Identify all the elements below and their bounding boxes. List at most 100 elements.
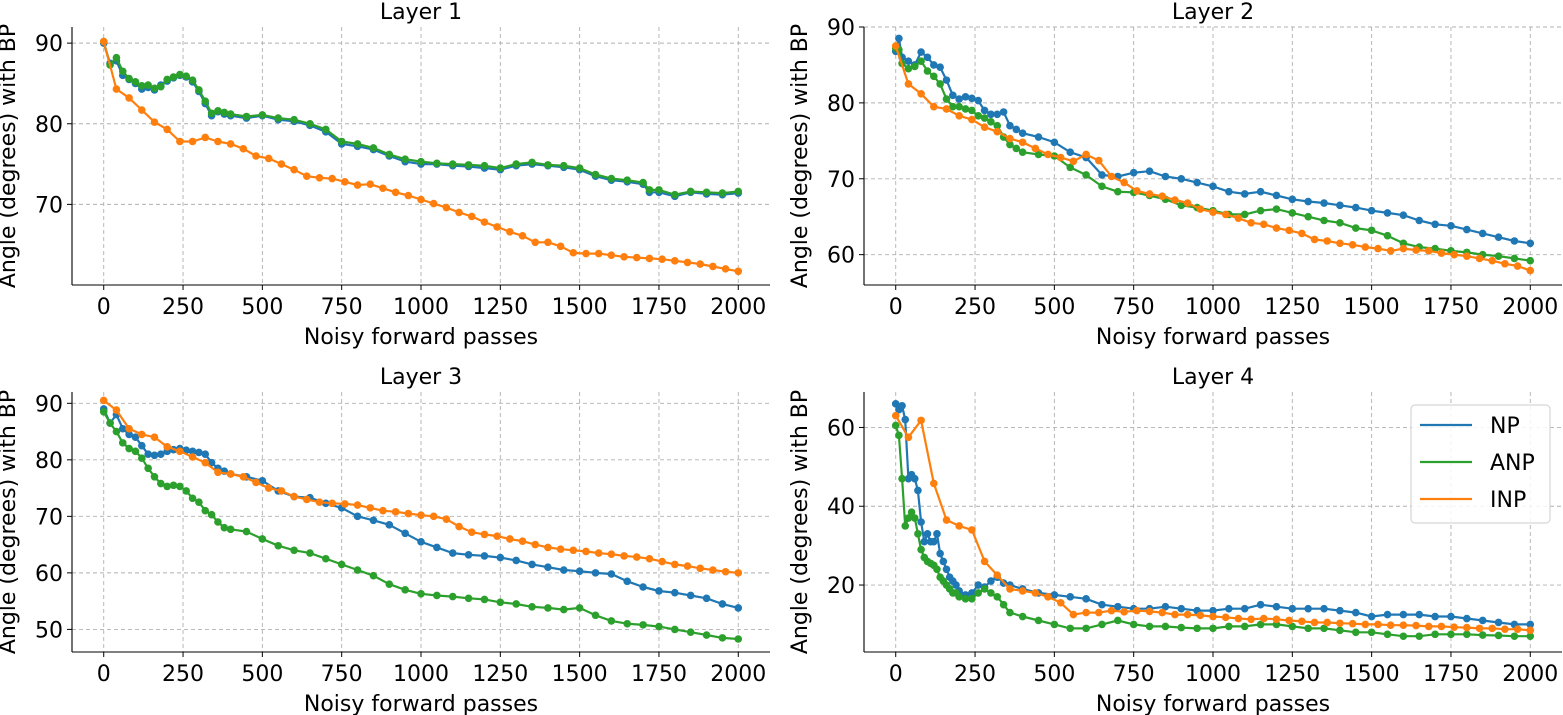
legend-label-np: NP	[1490, 414, 1520, 439]
data-point-inp	[493, 223, 501, 231]
data-point-np	[195, 448, 203, 457]
x-tick-label: 2000	[1502, 295, 1558, 320]
data-point-inp	[930, 102, 938, 111]
series-anp	[99, 407, 743, 643]
data-point-inp	[1133, 606, 1141, 615]
data-point-anp	[1304, 212, 1312, 221]
data-point-np	[952, 581, 960, 589]
data-point-anp	[188, 76, 197, 85]
data-point-inp	[594, 549, 603, 557]
data-point-np	[999, 108, 1008, 116]
data-point-np	[1256, 187, 1265, 196]
data-point-np	[591, 569, 600, 577]
data-point-anp	[448, 592, 457, 601]
data-point-anp	[163, 482, 171, 491]
plot-area	[891, 400, 1535, 641]
data-point-anp	[401, 586, 409, 594]
data-point-np	[1494, 233, 1503, 241]
data-point-inp	[138, 430, 146, 439]
data-point-anp	[512, 600, 520, 608]
data-point-inp	[150, 433, 159, 442]
data-point-inp	[366, 180, 375, 189]
data-point-np	[1447, 222, 1455, 230]
data-point-anp	[968, 106, 976, 115]
data-point-anp	[917, 545, 925, 554]
data-point-anp	[987, 589, 995, 597]
data-point-np	[898, 401, 906, 410]
data-point-anp	[1510, 632, 1519, 641]
data-point-np	[942, 565, 951, 574]
data-point-anp	[904, 514, 913, 522]
data-point-inp	[1424, 622, 1433, 631]
data-point-inp	[1082, 608, 1090, 617]
series-inp	[891, 411, 1535, 635]
data-point-inp	[709, 262, 717, 271]
x-tick-label: 500	[241, 662, 283, 687]
data-point-inp	[1247, 615, 1255, 624]
data-point-inp	[1399, 621, 1408, 630]
data-point-np	[901, 415, 910, 424]
data-point-inp	[1234, 214, 1243, 223]
data-point-anp	[118, 439, 127, 447]
data-point-anp	[306, 119, 314, 128]
y-tick-label: 90	[35, 32, 63, 57]
data-point-anp	[1367, 628, 1376, 637]
data-point-inp	[1450, 623, 1458, 631]
y-tick-label: 90	[827, 16, 855, 41]
data-point-inp	[955, 111, 963, 120]
x-axis-label: Noisy forward passes	[1096, 325, 1330, 350]
data-point-anp	[1114, 616, 1122, 625]
data-point-inp	[226, 470, 235, 478]
data-point-np	[930, 61, 938, 69]
data-point-anp	[655, 622, 663, 631]
data-point-inp	[1437, 249, 1446, 257]
data-point-inp	[1094, 608, 1103, 617]
data-point-np	[1526, 239, 1535, 248]
chart-panel-3: 0 250 500 750 1000 1250 1500 1750 2000 50 60 70 80 90…	[0, 365, 770, 715]
series-inp	[891, 42, 1535, 275]
data-point-inp	[1310, 235, 1319, 244]
data-point-anp	[1082, 171, 1090, 179]
y-tick-label: 90	[35, 392, 63, 417]
data-point-anp	[1304, 624, 1312, 633]
data-point-np	[623, 577, 632, 586]
data-point-inp	[353, 181, 362, 189]
data-point-inp	[442, 515, 451, 523]
data-point-anp	[1336, 218, 1344, 227]
chart-title: Layer 4	[1172, 365, 1254, 390]
data-point-anp	[575, 604, 584, 612]
data-point-np	[1320, 199, 1328, 207]
data-point-inp	[315, 173, 324, 182]
data-point-np	[157, 450, 165, 458]
data-point-inp	[417, 195, 425, 204]
data-point-inp	[150, 118, 159, 126]
data-point-np	[671, 588, 679, 597]
data-point-anp	[734, 187, 743, 196]
data-point-anp	[544, 161, 552, 169]
data-point-np	[1098, 600, 1106, 609]
data-point-inp	[1298, 229, 1306, 238]
data-point-inp	[1374, 244, 1382, 253]
data-point-anp	[433, 591, 441, 600]
data-point-np	[258, 476, 267, 485]
data-point-anp	[201, 97, 210, 105]
data-point-anp	[480, 595, 489, 604]
data-point-inp	[506, 227, 514, 236]
data-point-anp	[496, 598, 505, 607]
data-point-inp	[201, 133, 210, 142]
y-tick-label: 20	[827, 574, 855, 599]
data-point-np	[144, 450, 152, 458]
x-tick-label: 0	[889, 295, 903, 320]
data-point-anp	[942, 95, 951, 103]
data-point-inp	[1044, 150, 1052, 159]
data-point-anp	[936, 80, 944, 88]
data-point-anp	[182, 72, 191, 80]
data-point-anp	[1383, 630, 1392, 639]
y-tick-label: 60	[827, 416, 855, 441]
data-point-anp	[290, 546, 298, 555]
data-point-anp	[157, 479, 165, 488]
data-point-anp	[337, 137, 346, 146]
data-point-anp	[891, 421, 900, 430]
data-point-inp	[1031, 589, 1040, 597]
data-point-inp	[290, 492, 298, 501]
